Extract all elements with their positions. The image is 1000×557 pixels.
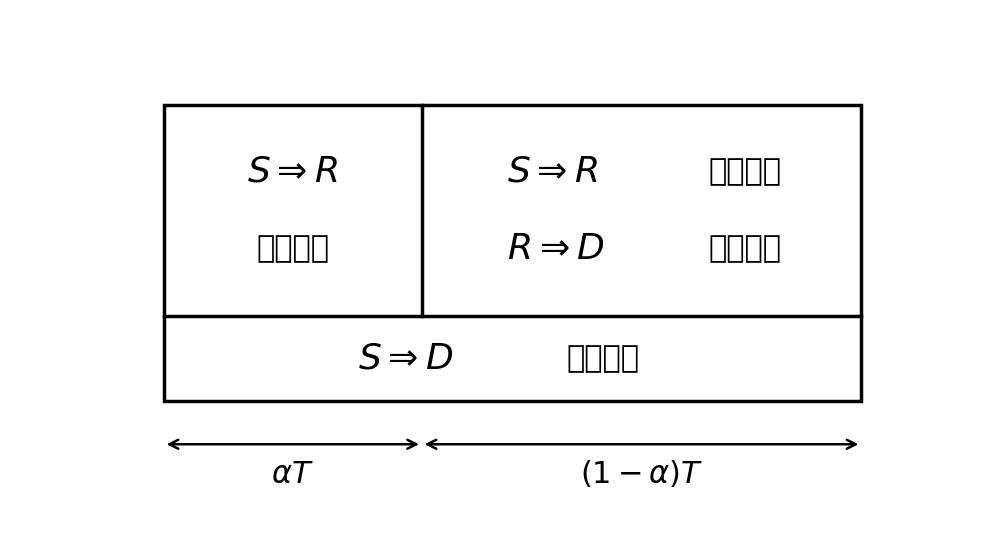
Text: 信息传输: 信息传输 bbox=[709, 158, 782, 187]
Text: $S \Rightarrow R$: $S \Rightarrow R$ bbox=[507, 155, 598, 189]
Bar bbox=[164, 105, 861, 402]
Text: $R \Rightarrow D$: $R \Rightarrow D$ bbox=[507, 232, 605, 266]
Text: 能量采集: 能量采集 bbox=[256, 234, 329, 263]
Text: $\alpha T$: $\alpha T$ bbox=[271, 459, 314, 490]
Text: $(1-\alpha)T$: $(1-\alpha)T$ bbox=[580, 459, 703, 490]
Text: 信息传输: 信息传输 bbox=[709, 234, 782, 263]
Text: $S \Rightarrow D$: $S \Rightarrow D$ bbox=[358, 341, 453, 375]
Text: $S \Rightarrow R$: $S \Rightarrow R$ bbox=[247, 155, 338, 189]
Text: 信息传输: 信息传输 bbox=[567, 344, 640, 373]
